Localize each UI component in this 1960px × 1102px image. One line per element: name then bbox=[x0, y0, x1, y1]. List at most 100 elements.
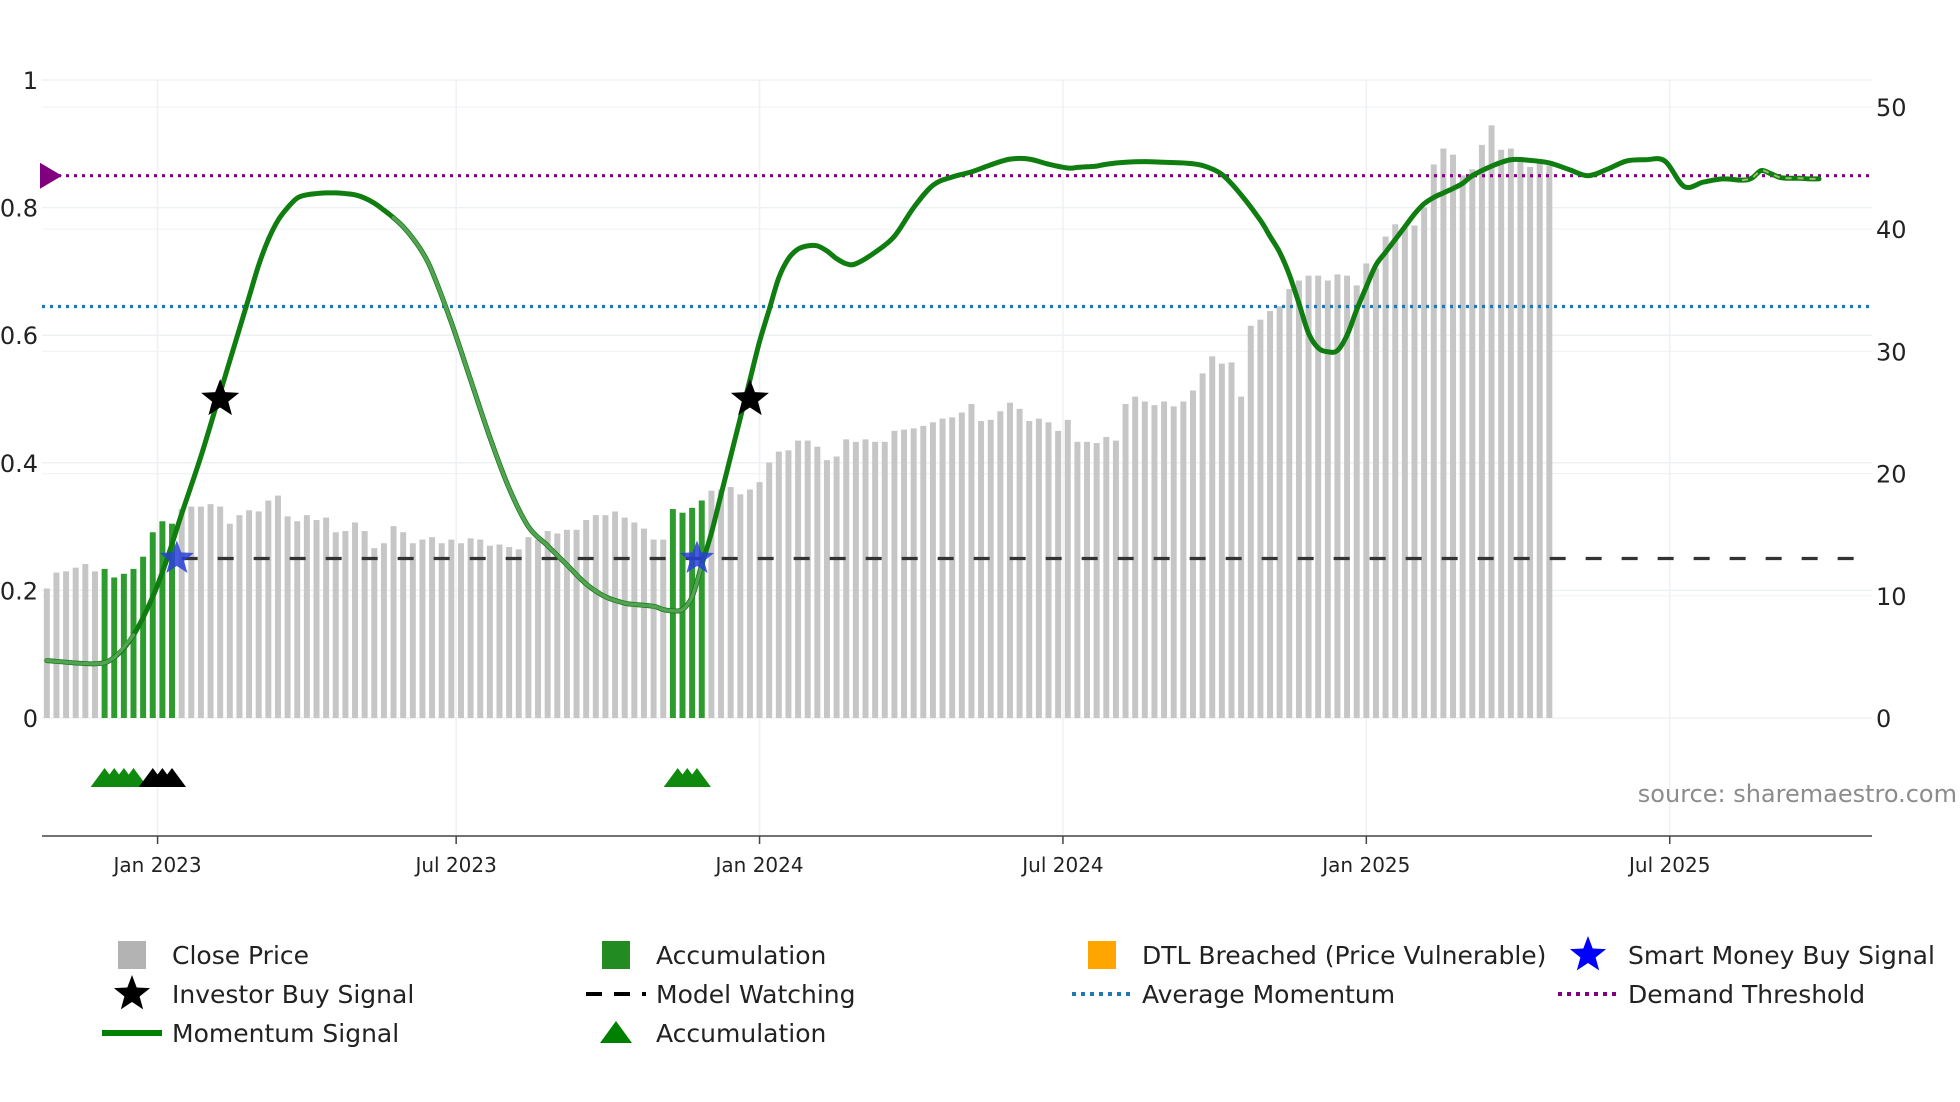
price-bar bbox=[371, 548, 378, 718]
price-bar bbox=[1363, 263, 1370, 718]
price-bar bbox=[592, 515, 599, 718]
price-bar bbox=[640, 528, 647, 718]
price-bar bbox=[63, 571, 70, 718]
accumulation-triangle-black bbox=[158, 768, 187, 787]
legend-entry: Accumulation bbox=[602, 941, 826, 970]
price-bar bbox=[72, 567, 79, 718]
legend-entry: Close Price bbox=[118, 941, 309, 970]
price-bar bbox=[525, 537, 532, 718]
price-bar bbox=[1006, 402, 1013, 718]
legend-label: Demand Threshold bbox=[1628, 980, 1865, 1009]
price-bar bbox=[217, 506, 224, 718]
price-bar bbox=[400, 532, 407, 718]
x-tick-label: Jan 2025 bbox=[1320, 853, 1410, 877]
momentum-signal-dtl-overlay bbox=[1741, 169, 1820, 182]
price-bar bbox=[621, 517, 628, 718]
price-bar bbox=[1295, 280, 1302, 718]
price-bar bbox=[563, 529, 570, 718]
price-bar bbox=[284, 516, 291, 718]
price-bar bbox=[226, 523, 233, 718]
accumulation-bar bbox=[140, 556, 147, 718]
price-bar bbox=[1257, 319, 1264, 718]
price-bar bbox=[1517, 157, 1524, 719]
x-tick-label: Jul 2025 bbox=[1627, 853, 1710, 877]
right-tick-label: 50 bbox=[1876, 94, 1907, 122]
price-bar bbox=[929, 422, 936, 718]
price-bar bbox=[1199, 373, 1206, 718]
price-bar bbox=[419, 539, 426, 718]
price-bar bbox=[178, 509, 185, 718]
accumulation-bar bbox=[130, 568, 137, 718]
right-tick-label: 20 bbox=[1876, 461, 1907, 489]
price-bar bbox=[852, 441, 859, 718]
price-bar bbox=[236, 515, 243, 718]
momentum-signal bbox=[44, 155, 1822, 667]
accumulation-bar bbox=[149, 532, 156, 718]
price-bar bbox=[303, 515, 310, 718]
left-tick-label: 0.8 bbox=[0, 195, 38, 223]
accumulation-triangle bbox=[119, 768, 148, 787]
price-bar bbox=[1315, 275, 1322, 718]
legend-label: DTL Breached (Price Vulnerable) bbox=[1142, 941, 1546, 970]
price-bar bbox=[554, 533, 561, 718]
price-bar bbox=[82, 564, 89, 718]
price-bar bbox=[1055, 430, 1062, 718]
accumulation-bar bbox=[689, 507, 696, 718]
legend-label: Average Momentum bbox=[1142, 980, 1395, 1009]
demand-threshold-marker bbox=[40, 162, 62, 189]
price-bar bbox=[1344, 275, 1351, 718]
price-bar bbox=[901, 429, 908, 718]
accumulation-bar bbox=[679, 512, 686, 718]
price-bar bbox=[602, 515, 609, 718]
price-bar bbox=[1122, 403, 1129, 718]
price-bar bbox=[91, 571, 98, 718]
price-bar bbox=[390, 526, 397, 718]
price-bar bbox=[294, 521, 301, 718]
price-bar bbox=[207, 504, 214, 718]
price-bar bbox=[342, 531, 349, 718]
price-bar bbox=[583, 520, 590, 718]
price-bar bbox=[660, 539, 667, 718]
legend-label: Smart Money Buy Signal bbox=[1628, 941, 1935, 970]
price-bar bbox=[1209, 356, 1216, 718]
price-bar bbox=[352, 522, 359, 718]
price-bar bbox=[1488, 125, 1495, 718]
price-bar bbox=[1141, 401, 1148, 718]
price-bar bbox=[1170, 406, 1177, 718]
legend-square-marker bbox=[602, 941, 630, 969]
price-bar bbox=[323, 517, 330, 718]
price-bar bbox=[1450, 154, 1457, 718]
price-bar bbox=[467, 538, 474, 718]
price-bar bbox=[1411, 225, 1418, 718]
price-bar bbox=[274, 495, 281, 718]
price-bar bbox=[1132, 396, 1139, 718]
legend: Close Price Accumulation DTL Breached (Pri… bbox=[102, 936, 1935, 1048]
price-bar bbox=[756, 482, 763, 718]
price-bar bbox=[1305, 275, 1312, 718]
price-bar bbox=[978, 421, 985, 718]
bars bbox=[43, 125, 1553, 719]
accumulation-bar bbox=[169, 523, 176, 718]
price-bar bbox=[477, 539, 484, 718]
left-tick-label: 0.6 bbox=[0, 322, 38, 350]
price-bar bbox=[910, 428, 917, 718]
price-bar bbox=[843, 439, 850, 718]
right-tick-label: 40 bbox=[1876, 216, 1907, 244]
price-bar bbox=[1228, 362, 1235, 718]
price-bar bbox=[486, 545, 493, 718]
accumulation-bar bbox=[698, 500, 705, 718]
legend-entry: DTL Breached (Price Vulnerable) bbox=[1088, 941, 1546, 970]
x-tick-label: Jan 2023 bbox=[112, 853, 202, 877]
price-bar bbox=[881, 441, 888, 718]
price-bar bbox=[1267, 311, 1274, 718]
price-bar bbox=[380, 543, 387, 718]
legend-entry: Demand Threshold bbox=[1558, 980, 1865, 1009]
legend-star-marker bbox=[113, 975, 151, 1010]
price-bar bbox=[429, 537, 436, 718]
price-bar bbox=[1180, 401, 1187, 718]
x-tick-label: Jul 2024 bbox=[1020, 853, 1103, 877]
price-bar bbox=[1247, 325, 1254, 718]
price-bar bbox=[891, 430, 898, 718]
